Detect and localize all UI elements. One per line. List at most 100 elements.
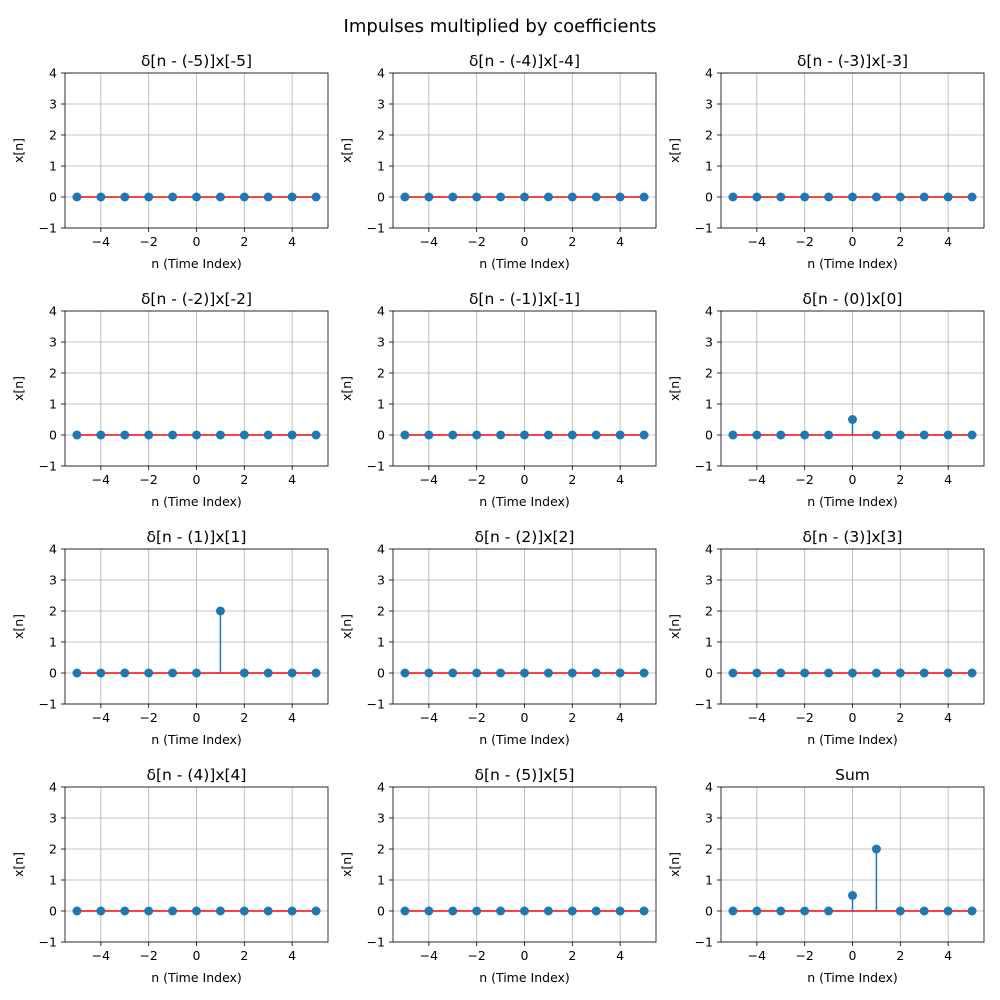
stem-marker [144,668,154,678]
stem-marker [848,192,857,202]
y-tick-label: 0 [705,428,713,443]
subplot-title: δ[n - (-5)]x[-5] [141,52,252,70]
x-tick-label: 0 [521,234,529,249]
stem-marker [496,906,506,916]
stem-marker [871,430,881,440]
y-tick-label: 4 [377,66,385,81]
x-axis-label: n (Time Index) [807,494,898,509]
stem-marker [448,906,458,916]
x-tick-label: −2 [139,710,157,725]
y-tick-label: 2 [49,842,57,857]
x-axis-label: n (Time Index) [151,732,242,747]
y-tick-label: 3 [377,573,385,588]
stem-marker [311,668,321,678]
y-tick-label: 3 [49,811,57,826]
subplot-9: −4 −2 0 2 4 −1 0 1 2 3 4 δ[n - (3)]x[3] n (Time Inde… [667,528,985,747]
stem-marker [311,906,321,916]
stem-marker [472,668,482,678]
x-axis-label: n (Time Index) [479,256,570,271]
stem-marker [215,606,225,616]
x-tick-label: 4 [288,234,296,249]
stem-marker [448,668,458,678]
stem-marker [520,192,529,202]
stem-marker [424,906,434,916]
subplot-title: δ[n - (2)]x[2] [475,528,575,546]
x-tick-label: −2 [139,472,157,487]
stem-marker [120,430,130,440]
y-tick-label: 3 [49,97,57,112]
stem-marker [424,430,434,440]
subplot-11: −4 −2 0 2 4 −1 0 1 2 3 4 δ[n - (5)]x[5] n (Time Inde… [339,766,657,985]
stem-marker [871,192,881,202]
x-tick-label: 2 [568,472,576,487]
x-tick-label: 2 [896,234,904,249]
y-tick-label: 4 [49,780,57,795]
y-tick-label: 4 [705,66,713,81]
y-tick-label: 4 [49,66,57,81]
x-tick-label: 0 [849,472,857,487]
stem-marker [287,430,297,440]
x-tick-label: 0 [193,472,201,487]
y-axis-label: x[n] [11,138,26,163]
y-axis-label: x[n] [667,376,682,401]
stem-marker [472,430,482,440]
stem-marker [848,891,857,900]
stem-marker [520,668,529,678]
x-tick-label: 0 [849,710,857,725]
y-tick-label: 4 [49,542,57,557]
stem-marker [120,668,130,678]
stem-marker [824,668,834,678]
subplot-8: −4 −2 0 2 4 −1 0 1 2 3 4 δ[n - (2)]x[2] n (Time Inde… [339,528,657,747]
y-axis-label: x[n] [339,852,354,877]
stem-marker [824,430,834,440]
x-tick-label: −4 [748,234,766,249]
stem-marker [263,668,273,678]
stem-marker [263,192,273,202]
stem-marker [543,430,553,440]
y-tick-label: 4 [705,304,713,319]
stem-marker [400,906,410,916]
stem-marker [639,668,649,678]
x-axis-label: n (Time Index) [151,970,242,985]
stem-marker [192,430,201,440]
stem-marker [895,906,905,916]
stem-marker [776,192,786,202]
stem-marker [120,906,130,916]
x-tick-label: 4 [616,234,624,249]
stem-marker [287,906,297,916]
stem-marker [728,192,738,202]
y-tick-label: 0 [377,428,385,443]
x-tick-label: −4 [92,472,110,487]
stem-marker [591,192,601,202]
stem-marker [752,430,762,440]
y-tick-label: 3 [705,573,713,588]
figure-suptitle: Impulses multiplied by coefficients [343,16,657,37]
stem-marker [800,906,810,916]
stem-marker [424,668,434,678]
stem-marker [943,192,953,202]
stem-marker [472,192,482,202]
y-tick-label: −1 [695,221,713,236]
x-axis-label: n (Time Index) [479,494,570,509]
stem-marker [943,906,953,916]
x-tick-label: −2 [795,472,813,487]
y-tick-label: 1 [49,159,57,174]
x-tick-label: 4 [944,948,952,963]
stem-marker [496,192,506,202]
stem-marker [919,430,929,440]
x-tick-label: 0 [849,234,857,249]
stem-marker [567,430,577,440]
x-tick-label: 0 [193,710,201,725]
stem-marker [967,430,977,440]
stem-marker [287,668,297,678]
stem-marker [448,430,458,440]
y-tick-label: 0 [49,190,57,205]
x-tick-label: −2 [467,948,485,963]
y-axis-label: x[n] [11,614,26,639]
subplot-6: −4 −2 0 2 4 −1 0 1 2 3 4 δ[n - (0)]x[0] n (Time Inde… [667,290,985,509]
y-tick-label: 1 [377,873,385,888]
stem-marker [639,906,649,916]
y-tick-label: 3 [377,811,385,826]
x-tick-label: 4 [944,710,952,725]
